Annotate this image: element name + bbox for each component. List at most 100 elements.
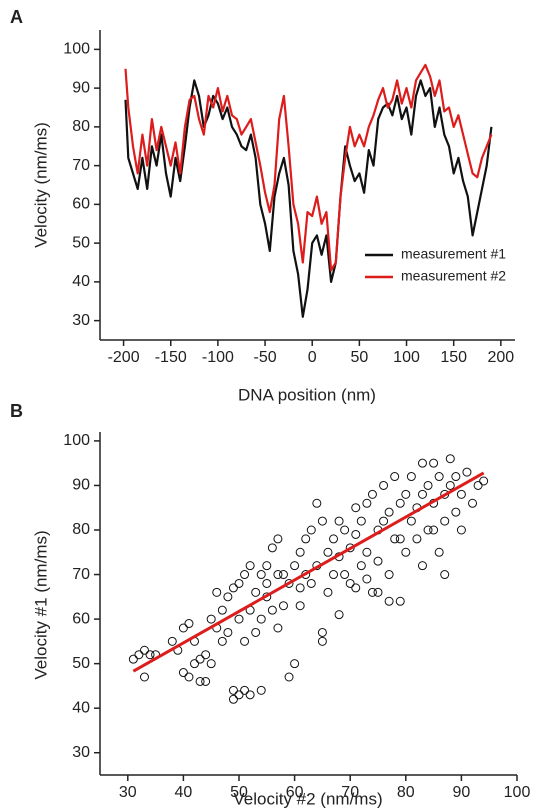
y-tick-label: 50 <box>72 655 90 672</box>
scatter-point <box>195 676 205 686</box>
scatter-point <box>434 472 444 482</box>
scatter-point <box>262 578 272 588</box>
y-tick-label: 60 <box>72 610 90 627</box>
scatter-point <box>351 503 361 513</box>
scatter-point <box>351 583 361 593</box>
x-tick-label: 50 <box>350 349 368 366</box>
scatter-point <box>468 498 478 508</box>
scatter-point <box>351 529 361 539</box>
scatter-point <box>190 659 200 669</box>
scatter-point <box>295 547 305 557</box>
x-tick-label: 60 <box>286 784 304 801</box>
scatter-point <box>323 547 333 557</box>
scatter-point <box>362 574 372 584</box>
y-tick-label: 30 <box>72 744 90 761</box>
scatter-point <box>201 676 211 686</box>
scatter-point <box>417 561 427 571</box>
y-tick-label: 50 <box>72 234 90 251</box>
line-series <box>124 63 493 272</box>
scatter-point <box>406 472 416 482</box>
y-tick-label: 100 <box>63 432 90 449</box>
scatter-point <box>379 516 389 526</box>
scatter-point <box>273 534 283 544</box>
y-tick-label: 100 <box>63 41 90 58</box>
scatter-point <box>367 587 377 597</box>
scatter-point <box>273 623 283 633</box>
scatter-point <box>340 570 350 580</box>
x-tick-label: -150 <box>155 349 187 366</box>
scatter-point <box>206 614 216 624</box>
scatter-point <box>245 690 255 700</box>
x-tick-label: 50 <box>230 784 248 801</box>
legend-label: measurement #2 <box>401 268 506 284</box>
scatter-point <box>356 516 366 526</box>
x-tick-label: -50 <box>253 349 276 366</box>
scatter-point <box>440 516 450 526</box>
scatter-point <box>306 578 316 588</box>
scatter-point <box>284 672 294 682</box>
scatter-point <box>295 601 305 611</box>
scatter-point <box>390 534 400 544</box>
scatter-point <box>178 668 188 678</box>
scatter-point <box>184 619 194 629</box>
scatter-point <box>440 570 450 580</box>
scatter-point <box>340 525 350 535</box>
scatter-point <box>212 587 222 597</box>
scatter-point <box>451 507 461 517</box>
scatter-point <box>195 654 205 664</box>
scatter-point <box>479 476 489 486</box>
scatter-point <box>267 605 277 615</box>
scatter-point <box>390 472 400 482</box>
scatter-point <box>284 578 294 588</box>
scatter-point <box>245 561 255 571</box>
scatter-point <box>373 587 383 597</box>
scatter-point <box>334 610 344 620</box>
x-tick-label: 90 <box>453 784 471 801</box>
scatter-point <box>429 458 439 468</box>
scatter-point <box>362 547 372 557</box>
scatter-point <box>356 561 366 571</box>
scatter-point <box>317 636 327 646</box>
scatter-point <box>201 650 211 660</box>
scatter-point <box>206 659 216 669</box>
scatter-point <box>395 534 405 544</box>
scatter-point <box>456 525 466 535</box>
scatter-point <box>456 489 466 499</box>
y-axis-label: Velocity #1 (nm/ms) <box>31 530 50 679</box>
scatter-point <box>223 592 233 602</box>
scatter-point <box>223 627 233 637</box>
scatter-point <box>228 685 238 695</box>
scatter-point <box>228 694 238 704</box>
scatter-point <box>278 570 288 580</box>
scatter-point <box>451 472 461 482</box>
scatter-point <box>329 570 339 580</box>
scatter-point <box>395 596 405 606</box>
x-tick-label: 30 <box>119 784 137 801</box>
scatter-point <box>379 480 389 490</box>
x-tick-label: 80 <box>397 784 415 801</box>
scatter-point <box>412 534 422 544</box>
scatter-point <box>128 654 138 664</box>
scatter-point <box>139 672 149 682</box>
scatter-point <box>334 516 344 526</box>
scatter-point <box>395 498 405 508</box>
scatter-point <box>473 480 483 490</box>
scatter-point <box>384 596 394 606</box>
x-tick-label: 200 <box>488 349 515 366</box>
x-tick-label: -200 <box>108 349 140 366</box>
x-tick-label: 0 <box>308 349 317 366</box>
x-tick-label: 100 <box>393 349 420 366</box>
scatter-point <box>401 489 411 499</box>
scatter-point <box>134 650 144 660</box>
y-tick-label: 80 <box>72 118 90 135</box>
scatter-point <box>240 636 250 646</box>
x-tick-label: -100 <box>202 349 234 366</box>
scatter-point <box>362 498 372 508</box>
scatter-point <box>217 605 227 615</box>
y-axis-label: Velocity (nm/ms) <box>31 122 50 248</box>
scatter-point <box>329 534 339 544</box>
scatter-point <box>234 690 244 700</box>
y-tick-label: 60 <box>72 196 90 213</box>
scatter-point <box>240 685 250 695</box>
scatter-point <box>445 454 455 464</box>
